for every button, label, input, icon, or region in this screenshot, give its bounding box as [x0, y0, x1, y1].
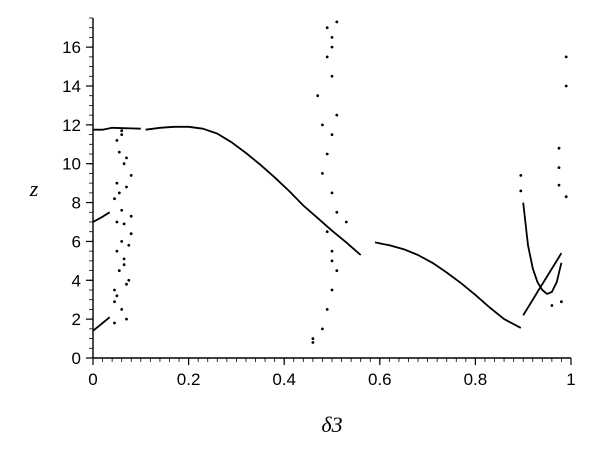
scatter-point-7 — [117, 269, 121, 272]
scatter-point-7 — [115, 294, 119, 298]
scatter-point-7 — [120, 133, 124, 137]
scatter-point-8 — [330, 249, 334, 253]
scatter-point-7 — [115, 181, 119, 185]
scatter-point-8 — [335, 20, 339, 24]
y-tick-label: 6 — [72, 232, 81, 251]
scatter-point-8 — [330, 259, 334, 263]
scatter-point-8 — [311, 337, 315, 340]
series-line-5 — [522, 202, 563, 295]
scatter-point-7 — [113, 300, 116, 304]
scatter-point-8 — [325, 308, 329, 311]
scatter-point-7 — [113, 321, 116, 325]
scatter-point-7 — [129, 214, 133, 218]
scatter-point-8 — [335, 113, 339, 117]
scatter-point-7 — [115, 249, 119, 253]
x-tick-label: 1 — [566, 370, 575, 389]
scatter-point-7 — [120, 308, 124, 311]
x-tick-label: 0.2 — [177, 370, 201, 389]
series-line-4 — [93, 126, 141, 131]
scatter-point-8 — [344, 220, 348, 224]
y-tick-label: 0 — [72, 349, 81, 368]
scatter-point-9 — [519, 174, 523, 177]
scatter-point-8 — [321, 123, 324, 127]
scatter-point-8 — [325, 152, 329, 156]
scatter-point-7 — [122, 222, 126, 226]
y-tick-label: 12 — [62, 116, 81, 135]
y-tick-label: 8 — [72, 194, 81, 213]
scatter-point-7 — [125, 156, 128, 160]
scatter-point-8 — [321, 327, 324, 331]
scatter-point-8 — [330, 133, 334, 137]
scatter-point-7 — [113, 197, 116, 201]
scatter-point-7 — [125, 317, 128, 321]
scatter-point-7 — [125, 185, 128, 189]
scatter-point-7 — [127, 243, 131, 247]
scatter-point-7 — [120, 240, 124, 243]
x-tick-label: 0 — [88, 370, 97, 389]
scatter-point-7 — [122, 263, 126, 267]
x-tick-label: 0.6 — [368, 370, 392, 389]
scatter-point-8 — [311, 341, 315, 344]
scatter-point-8 — [325, 26, 329, 30]
scatter-point-9 — [557, 166, 561, 170]
scatter-point-7 — [120, 129, 124, 133]
y-axis-label: z — [29, 176, 39, 201]
scatter-point-9 — [560, 300, 563, 304]
series-line-6 — [522, 252, 563, 316]
series-line-2 — [92, 316, 111, 332]
scatter-point-8 — [330, 45, 334, 49]
y-tick-label: 2 — [72, 310, 81, 329]
scatter-point-7 — [122, 257, 126, 261]
scatter-point-8 — [330, 288, 334, 292]
scatter-point-7 — [117, 150, 121, 154]
scatter-point-8 — [335, 210, 339, 214]
series-line-1 — [374, 241, 522, 329]
x-axis-label: δ3 — [321, 412, 342, 437]
scatter-point-7 — [115, 220, 119, 224]
scatter-point-8 — [325, 55, 329, 59]
scatter-point-8 — [330, 36, 334, 39]
scatter-point-7 — [120, 208, 124, 212]
y-tick-label: 4 — [72, 271, 81, 290]
scatter-point-8 — [330, 191, 334, 195]
scatter-point-8 — [330, 74, 334, 78]
x-tick-label: 0.8 — [464, 370, 488, 389]
scatter-point-9 — [564, 55, 568, 59]
y-tick-label: 16 — [62, 38, 81, 57]
scatter-point-9 — [564, 195, 568, 199]
scatter-point-7 — [113, 288, 116, 292]
scatter-point-8 — [325, 230, 329, 234]
scatter-point-8 — [335, 269, 339, 272]
scatter-point-7 — [122, 162, 126, 166]
scatter-point-9 — [564, 84, 568, 88]
scatter-point-7 — [129, 232, 133, 236]
scatter-point-9 — [550, 304, 554, 307]
series-line-0 — [145, 125, 362, 256]
x-tick-label: 0.4 — [272, 370, 296, 389]
scatter-point-9 — [557, 146, 561, 150]
scatter-point-7 — [115, 139, 119, 142]
series-line-3 — [92, 211, 111, 223]
scatter-point-9 — [557, 183, 561, 187]
scatter-point-7 — [125, 282, 128, 286]
scatter-point-7 — [129, 174, 133, 177]
scatter-point-8 — [316, 94, 320, 98]
y-tick-label: 10 — [62, 155, 81, 174]
scatter-point-8 — [321, 172, 324, 175]
scatter-point-7 — [117, 191, 121, 195]
chart-marks — [92, 20, 568, 344]
scatter-point-7 — [127, 278, 131, 282]
y-tick-label: 14 — [62, 77, 81, 96]
scatter-point-9 — [519, 189, 523, 193]
